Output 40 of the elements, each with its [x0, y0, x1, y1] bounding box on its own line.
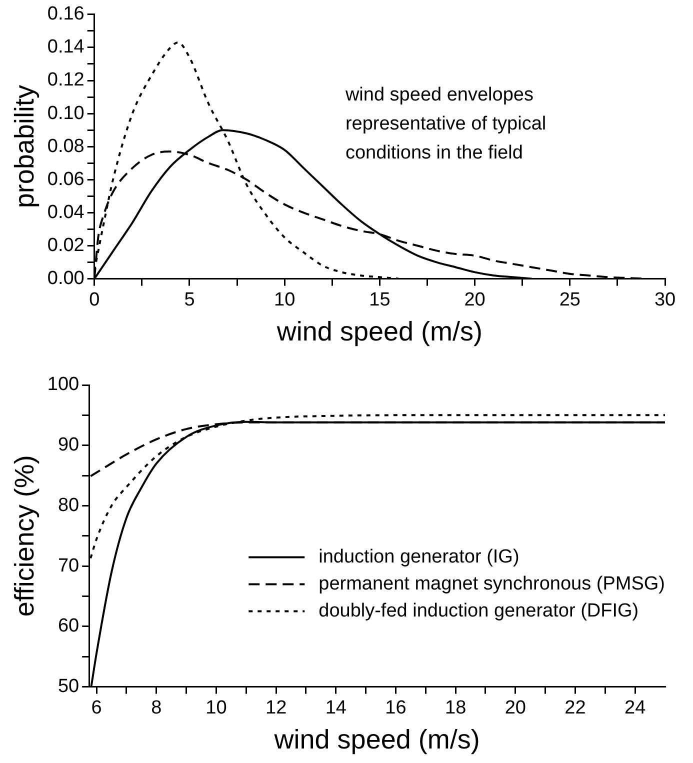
x-tick-label: 25	[559, 289, 580, 310]
x-tick-label: 24	[624, 697, 646, 718]
x-tick-label: 30	[654, 289, 676, 310]
annotation: wind speed envelopes representative of typical conditions in the field	[344, 84, 546, 164]
y-tick-label: 0.08	[47, 136, 84, 157]
x-axis-title: wind speed (m/s)	[273, 724, 480, 754]
x-tick-label: 12	[266, 697, 287, 718]
x-tick-label: 14	[325, 697, 347, 718]
x-tick-label: 0	[89, 289, 100, 310]
y-tick-label: 0.16	[47, 4, 84, 25]
y-tick-label: 0.14	[47, 36, 85, 58]
legend-label: doubly-fed induction generator (DFIG)	[318, 600, 639, 622]
y-axis-title: efficiency (%)	[10, 455, 40, 617]
x-tick-label: 6	[91, 697, 102, 718]
x-tick-label: 22	[564, 697, 586, 718]
y-tick-label: 0.02	[47, 234, 84, 256]
y-tick-label: 50	[58, 676, 80, 698]
y-tick-label: 0.06	[47, 168, 84, 190]
x-tick-label: 16	[385, 697, 406, 718]
y-tick-label: 90	[58, 434, 80, 456]
legend-label: induction generator (IG)	[318, 546, 520, 568]
x-tick-label: 20	[464, 289, 486, 310]
y-tick-label: 0.00	[47, 268, 84, 290]
y-tick-label: 0.12	[47, 70, 84, 91]
y-tick-label: 60	[58, 616, 80, 637]
legend-label: permanent magnet synchronous (PMSG)	[318, 573, 666, 594]
x-tick-label: 18	[445, 697, 466, 718]
y-tick-label: 80	[58, 494, 80, 516]
x-tick-label: 20	[504, 697, 526, 718]
y-tick-label: 0.04	[47, 202, 85, 223]
y-tick-label: 100	[47, 374, 80, 396]
y-axis-title: probability	[10, 84, 40, 208]
x-axis-title: wind speed (m/s)	[276, 316, 482, 346]
y-tick-label: 0.10	[47, 102, 84, 124]
x-tick-label: 10	[274, 289, 296, 310]
x-tick-label: 5	[184, 289, 195, 310]
x-tick-label: 8	[151, 697, 162, 718]
x-tick-label: 15	[369, 289, 390, 310]
x-tick-label: 10	[206, 697, 227, 718]
y-tick-label: 70	[58, 555, 80, 576]
